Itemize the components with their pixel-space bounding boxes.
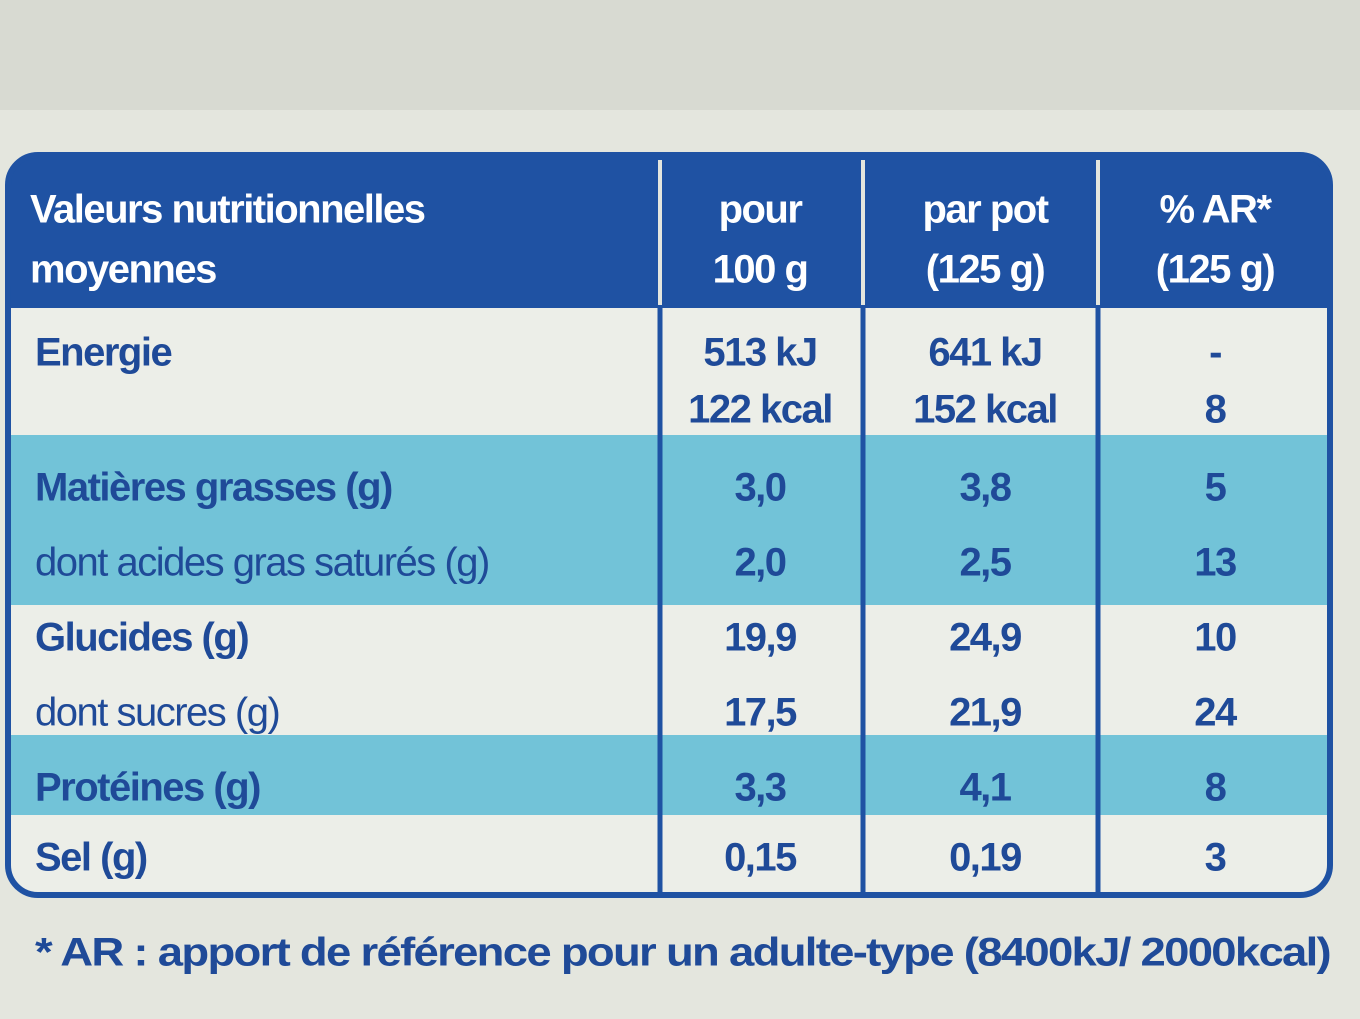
cell: 3,8 bbox=[959, 466, 1011, 510]
header-bg bbox=[8, 155, 1330, 308]
cell: 0,15 bbox=[724, 836, 797, 880]
package-edge bbox=[0, 0, 1360, 110]
header-text: par pot bbox=[922, 188, 1048, 232]
cell: 8 bbox=[1205, 766, 1227, 810]
header-text: 100 g bbox=[713, 248, 808, 292]
cell: 10 bbox=[1194, 616, 1236, 660]
cell: - bbox=[1209, 331, 1221, 375]
cell: 513 kJ bbox=[703, 331, 816, 375]
cell: 3,0 bbox=[734, 466, 785, 510]
cell: 21,9 bbox=[949, 691, 1021, 735]
cell: 17,5 bbox=[724, 691, 797, 735]
row-label: Protéines (g) bbox=[35, 766, 260, 810]
header-text: (125 g) bbox=[1156, 248, 1275, 292]
cell: 4,1 bbox=[959, 766, 1011, 810]
header-text: pour bbox=[719, 188, 803, 232]
cell: 24 bbox=[1194, 691, 1238, 735]
row-label: Energie bbox=[35, 331, 171, 375]
header-text: moyennes bbox=[30, 248, 216, 292]
row-label: dont sucres (g) bbox=[35, 691, 279, 735]
header-separators bbox=[658, 160, 1100, 305]
band bbox=[8, 435, 1330, 605]
band bbox=[8, 735, 1330, 815]
cell: 3,3 bbox=[734, 766, 785, 810]
header-text: Valeurs nutritionnelles bbox=[30, 188, 425, 232]
row-label: Matières grasses (g) bbox=[35, 466, 392, 510]
cell: 24,9 bbox=[949, 616, 1021, 660]
cell: 0,19 bbox=[949, 836, 1021, 880]
header-text: % AR* bbox=[1159, 188, 1272, 232]
row-label: Sel (g) bbox=[35, 836, 147, 880]
cell: 3 bbox=[1205, 836, 1226, 880]
cell: 19,9 bbox=[724, 616, 796, 660]
header-text: (125 g) bbox=[926, 248, 1045, 292]
cell: 5 bbox=[1205, 466, 1227, 510]
cell: 641 kJ bbox=[928, 331, 1041, 375]
row-label: Glucides (g) bbox=[35, 616, 248, 660]
table-border bbox=[5, 152, 1333, 898]
cell: 122 kcal bbox=[688, 388, 832, 432]
cell: 13 bbox=[1194, 541, 1236, 585]
cell: 8 bbox=[1205, 388, 1227, 432]
cell: 152 kcal bbox=[913, 388, 1057, 432]
row-label: dont acides gras saturés (g) bbox=[35, 541, 489, 585]
footnote: * AR : apport de référence pour un adult… bbox=[35, 931, 1330, 975]
cell: 2,5 bbox=[959, 541, 1011, 585]
cell: 2,0 bbox=[734, 541, 785, 585]
